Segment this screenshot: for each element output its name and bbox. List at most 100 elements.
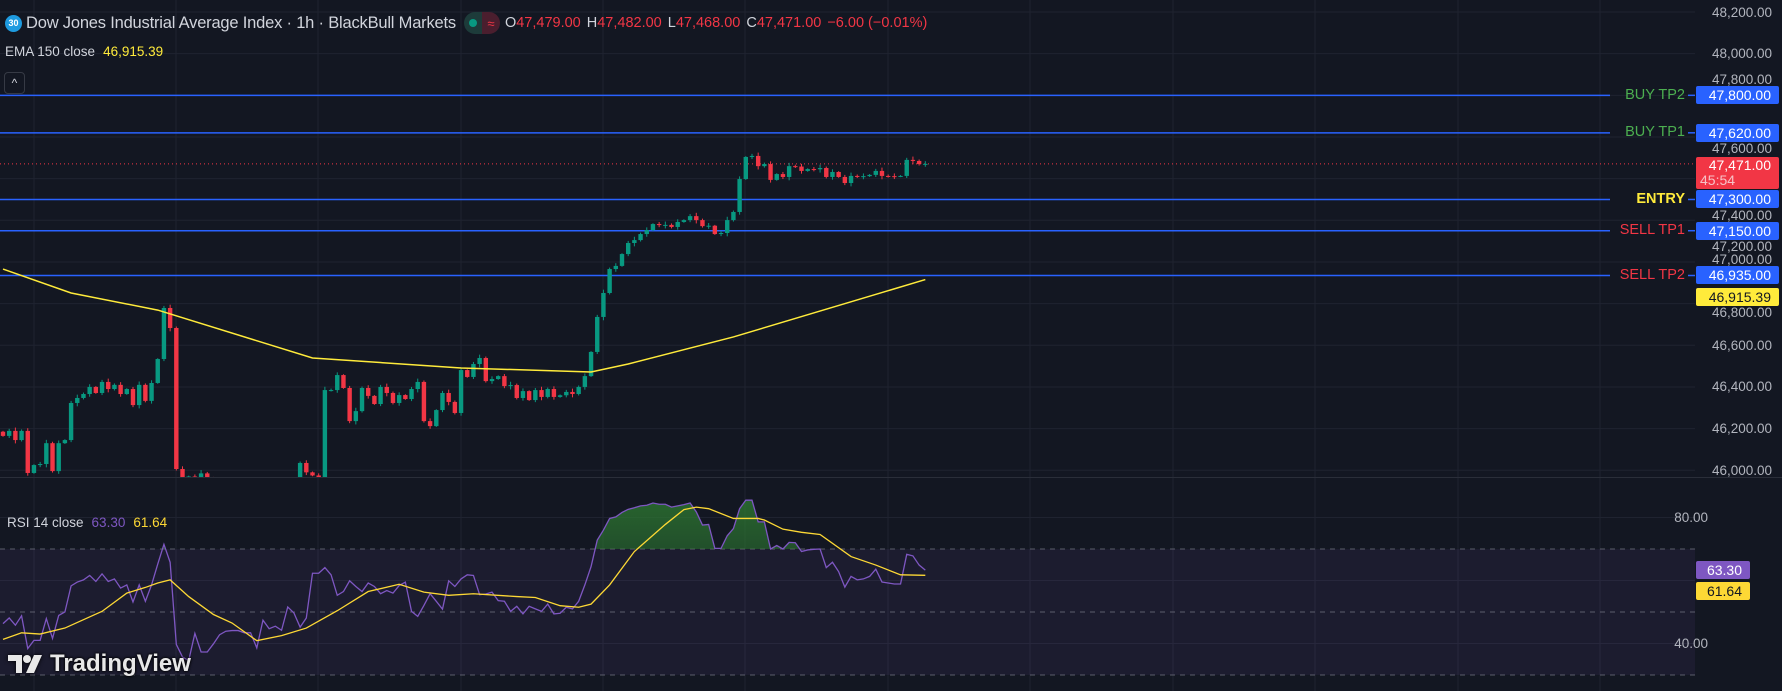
candle-body bbox=[656, 224, 662, 226]
rsi-value-label: 63.30 bbox=[1696, 561, 1750, 580]
candle-body bbox=[106, 381, 111, 390]
candle-body bbox=[465, 370, 470, 377]
price-tick-label: 46,400.00 bbox=[1711, 379, 1772, 395]
rsi-ma-value-label: 61.64 bbox=[1696, 582, 1750, 601]
candle-body bbox=[267, 485, 271, 487]
level-price-label: 47,150.00 bbox=[1696, 221, 1779, 240]
rsi-overbought-fill bbox=[3, 500, 926, 549]
level-name-label: SELL TP2 bbox=[1619, 266, 1685, 283]
collapse-legend-button[interactable]: ^ bbox=[4, 72, 25, 94]
price-tick-label: 46,000.00 bbox=[1711, 462, 1772, 478]
candle-body bbox=[99, 381, 105, 393]
status-pill[interactable]: ≈ bbox=[463, 12, 500, 34]
candle-body bbox=[811, 169, 817, 171]
candle-body bbox=[68, 402, 74, 441]
candle-body bbox=[186, 476, 191, 477]
candle-body bbox=[793, 166, 798, 168]
candle-body bbox=[483, 357, 489, 382]
candle-body bbox=[440, 392, 445, 411]
candle-body bbox=[582, 376, 588, 387]
candle-body bbox=[514, 385, 519, 398]
candle-body bbox=[601, 292, 606, 317]
rsi-line bbox=[2, 499, 926, 662]
tradingview-logo-text: TradingView bbox=[50, 650, 191, 677]
chevron-up-icon: ^ bbox=[11, 76, 18, 90]
price-series bbox=[0, 152, 928, 487]
candle-body bbox=[0, 431, 6, 436]
candle-body bbox=[755, 155, 761, 167]
candle-body bbox=[56, 443, 61, 472]
symbol-badge-icon[interactable]: 30 bbox=[5, 14, 22, 32]
approx-icon: ≈ bbox=[481, 12, 500, 34]
candle-body bbox=[180, 469, 185, 477]
candle-body bbox=[508, 385, 513, 387]
candle-body bbox=[551, 389, 557, 397]
candle-body bbox=[830, 171, 835, 177]
candle-body bbox=[50, 443, 55, 472]
price-tick-label: 47,400.00 bbox=[1711, 207, 1772, 223]
candle-body bbox=[192, 476, 198, 477]
candle-body bbox=[898, 175, 903, 177]
candle-body bbox=[539, 390, 544, 397]
rsi-legend-value: 63.30 bbox=[91, 515, 126, 530]
candle-body bbox=[731, 211, 736, 221]
candle-body bbox=[434, 410, 439, 427]
candle-body bbox=[353, 411, 359, 422]
candle-body bbox=[322, 390, 328, 477]
price-tick-label: 48,000.00 bbox=[1711, 46, 1772, 62]
open-value: 47,479.00 bbox=[516, 15, 581, 31]
ema-legend[interactable]: EMA 150 close 46,915.39 bbox=[5, 44, 163, 59]
candle-body bbox=[910, 159, 916, 161]
candle-body bbox=[112, 384, 117, 390]
candle-body bbox=[124, 389, 129, 395]
candle-body bbox=[718, 233, 724, 235]
rsi-ma-legend-value: 61.64 bbox=[133, 515, 168, 530]
rsi-tick-label: 80.00 bbox=[1674, 510, 1708, 525]
last-price-label: 47,471.00 45:54 bbox=[1696, 157, 1779, 189]
candle-body bbox=[625, 243, 631, 255]
price-tick-label: 46,600.00 bbox=[1711, 337, 1772, 353]
candle-body bbox=[588, 351, 594, 377]
candle-body bbox=[316, 475, 321, 477]
tradingview-logo[interactable]: TradingView bbox=[8, 650, 191, 678]
candle-body bbox=[167, 307, 173, 328]
candle-body bbox=[87, 386, 92, 395]
candle-body bbox=[824, 168, 829, 177]
candle-body bbox=[545, 389, 550, 397]
candle-body bbox=[75, 397, 80, 403]
price-tick-label: 47,600.00 bbox=[1711, 140, 1772, 156]
candle-body bbox=[255, 485, 259, 486]
level-lines bbox=[0, 94, 1695, 277]
candle-body bbox=[118, 384, 123, 395]
price-tick-label: 47,800.00 bbox=[1711, 72, 1772, 88]
candle-body bbox=[341, 375, 346, 388]
candle-body bbox=[19, 430, 24, 441]
candle-body bbox=[471, 364, 476, 377]
rsi-legend[interactable]: RSI 14 close 63.30 61.64 bbox=[7, 515, 167, 530]
ema-legend-label: EMA 150 close bbox=[5, 44, 96, 59]
candle-body bbox=[663, 224, 668, 226]
candle-body bbox=[236, 485, 240, 487]
candle-body bbox=[130, 389, 136, 406]
market-open-icon bbox=[463, 12, 482, 34]
candle-body bbox=[155, 359, 160, 383]
candle-body bbox=[409, 389, 414, 400]
symbol-title[interactable]: Dow Jones Industrial Average Index · 1h … bbox=[26, 13, 456, 32]
close-value: 47,471.00 bbox=[756, 15, 822, 31]
level-name-label: BUY TP2 bbox=[1625, 86, 1685, 103]
price-tick-label: 48,200.00 bbox=[1711, 4, 1772, 20]
candle-body bbox=[496, 376, 501, 380]
price-tick-label: 46,800.00 bbox=[1711, 304, 1772, 320]
bar-countdown: 45:54 bbox=[1700, 172, 1736, 188]
candle-body bbox=[700, 220, 705, 227]
candle-body bbox=[415, 381, 420, 390]
candle-body bbox=[242, 484, 246, 487]
candle-body bbox=[885, 175, 891, 177]
candle-body bbox=[520, 391, 526, 398]
price-tick-label: 47,200.00 bbox=[1711, 238, 1772, 254]
candle-body bbox=[607, 269, 612, 293]
candle-body bbox=[762, 164, 767, 167]
candle-body bbox=[644, 230, 649, 235]
candle-body bbox=[817, 168, 823, 170]
